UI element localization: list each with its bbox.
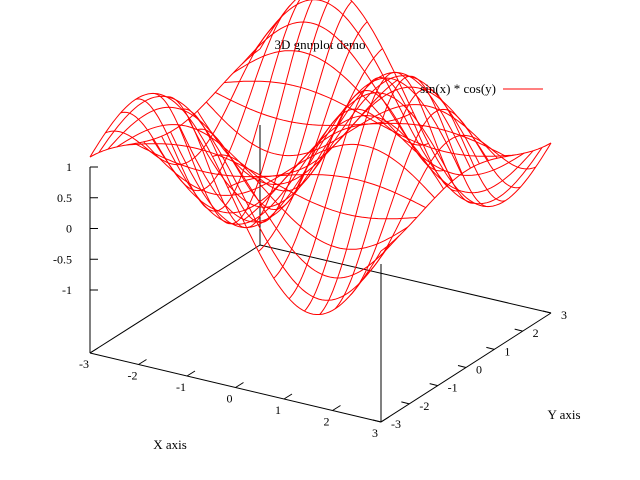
z-tick-label: -0.5 (53, 252, 72, 266)
x-tick-mark (283, 393, 293, 400)
back-edge-x (259, 244, 552, 314)
mesh-line-y-16 (116, 124, 409, 250)
y-tick-label: 0 (476, 363, 482, 377)
mesh-line-x-18 (365, 134, 536, 276)
x-tick-label: -2 (128, 369, 138, 383)
z-axis: 1 0.5 0 -0.5 -1 (53, 160, 98, 353)
y-tick-mark (514, 328, 523, 332)
y-tick-label: 2 (533, 326, 539, 340)
y-tick-mark (372, 419, 382, 423)
mesh-line-y-1 (250, 0, 543, 205)
z-tick-label: 0.5 (57, 191, 72, 205)
y-tick-label: -3 (391, 417, 401, 431)
mesh-line-x-2 (120, 4, 291, 192)
mesh-line-x-15 (319, 75, 490, 315)
mesh-line-y-10 (170, 77, 462, 229)
mesh-line-y-6 (205, 101, 498, 159)
y-tick-mark (429, 383, 438, 387)
x-tick-label: -1 (176, 380, 186, 394)
x-tick-mark (380, 416, 390, 423)
y-tick-label: -2 (419, 399, 429, 413)
mesh-line-x-3 (135, 0, 301, 212)
mesh-line-y-13 (143, 141, 436, 199)
x-tick-label: 3 (372, 426, 378, 440)
mesh-line-x-6 (181, 0, 353, 224)
z-tick-label: 0 (66, 222, 72, 236)
mesh-line-y-3 (232, 50, 525, 176)
x-tick-label: 2 (324, 415, 330, 429)
x-tick-mark (186, 370, 196, 377)
y-tick-mark (542, 310, 552, 314)
y-tick-label: 1 (504, 344, 510, 358)
x-tick-mark (138, 359, 147, 365)
mesh-line-x-1 (105, 24, 276, 166)
x-tick-mark (235, 382, 244, 388)
x-axis-label: X axis (153, 437, 187, 452)
z-tick-label: -1 (62, 283, 72, 297)
mesh-line-x-17 (350, 108, 521, 296)
mesh-line-y-14 (134, 143, 426, 209)
z-tick-group: 1 0.5 0 -0.5 -1 (53, 160, 98, 297)
x-tick-mark (332, 405, 341, 411)
back-edge-y (89, 244, 261, 354)
z-tick-label: 1 (66, 160, 72, 174)
mesh-line-y-15 (125, 143, 417, 220)
mesh-line-y-0 (259, 0, 552, 207)
y-tick-mark (401, 401, 410, 405)
mesh-line-y-9 (179, 71, 471, 223)
mesh-line-y-2 (241, 21, 534, 194)
x-tick-label: -3 (79, 357, 89, 371)
mesh-line-y-17 (107, 106, 400, 279)
y-tick-mark (457, 365, 467, 368)
y-tick-label: -1 (448, 381, 458, 395)
y-tick-group: -3 -2 -1 0 1 2 3 (372, 308, 567, 431)
legend: sin(x) * cos(y) (420, 81, 543, 96)
y-tick-label: 3 (561, 308, 567, 322)
mesh-line-y-19 (89, 93, 382, 315)
x-tick-mark (89, 347, 99, 354)
x-tick-label: 0 (227, 392, 233, 406)
x-tick-group: -3 -2 -1 0 1 2 3 (79, 347, 390, 440)
mesh-line-x-9 (227, 79, 399, 189)
x-tick-label: 1 (275, 403, 281, 417)
mesh-line-y-18 (98, 95, 391, 301)
mesh-line-x-16 (334, 88, 506, 310)
surface-mesh (89, 0, 552, 315)
legend-label: sin(x) * cos(y) (420, 81, 496, 96)
y-tick-mark (486, 346, 495, 350)
mesh-line-x-10 (242, 111, 414, 221)
y-axis-label: Y axis (547, 407, 580, 422)
